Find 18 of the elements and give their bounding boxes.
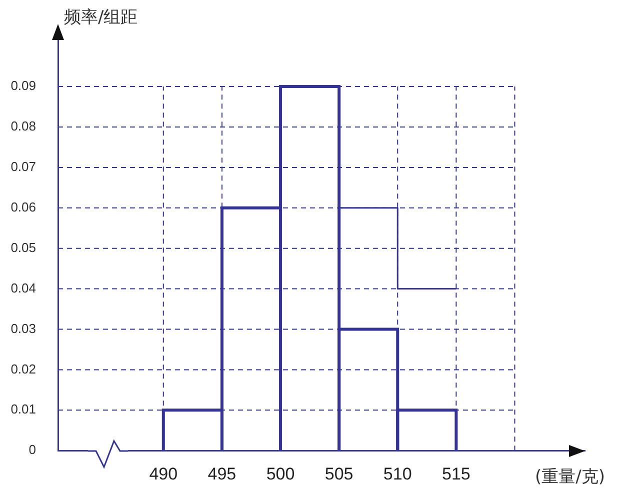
y-tick-label: 0.01 xyxy=(10,402,36,417)
y-tick-label: 0.03 xyxy=(10,320,36,336)
y-tick-label: 0.04 xyxy=(10,280,36,296)
y-axis-title: 频率/组距 xyxy=(64,7,138,28)
y-tick-label: 0.07 xyxy=(10,159,36,174)
y-tick-label: 0.02 xyxy=(10,361,36,376)
x-axis-title: (重量/克) xyxy=(535,467,605,488)
x-tick-label: 500 xyxy=(266,464,295,484)
y-tick-label: 0 xyxy=(28,442,36,458)
x-tick-label: 495 xyxy=(208,464,236,484)
y-tick-label: 0.09 xyxy=(10,78,36,94)
x-tick-label: 510 xyxy=(383,464,412,484)
y-tick-label: 0.05 xyxy=(10,240,36,255)
x-tick-label: 515 xyxy=(442,464,470,484)
y-tick-label: 0.08 xyxy=(10,118,36,134)
x-tick-label: 505 xyxy=(324,464,354,484)
x-tick-label: 490 xyxy=(149,464,178,484)
y-tick-label: 0.06 xyxy=(10,199,36,214)
